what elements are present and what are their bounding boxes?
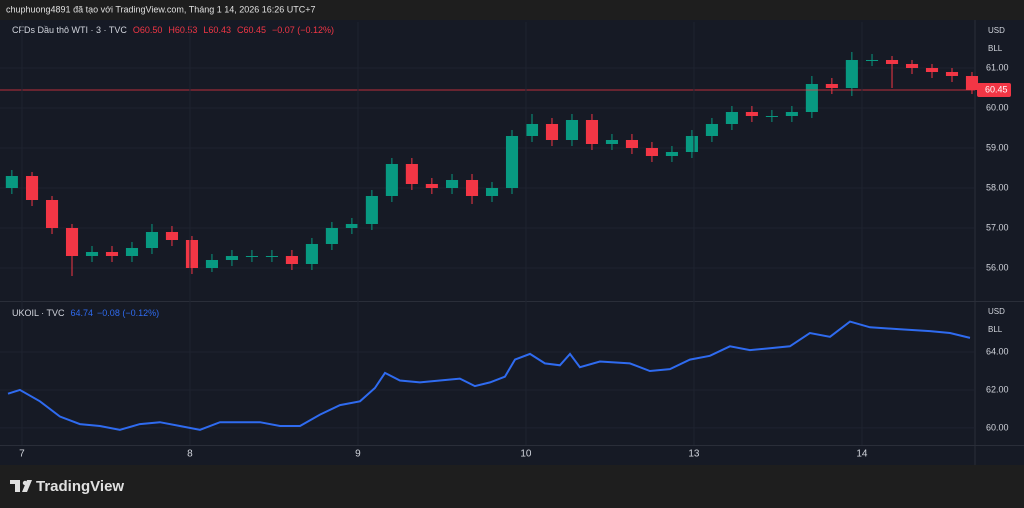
candle-body — [125, 248, 139, 256]
candle-body — [5, 176, 18, 188]
candle-body — [185, 240, 199, 268]
candle-body — [385, 164, 398, 196]
change-label: −0.08 (−0.12%) — [97, 308, 159, 318]
y-tick-label: 60.00 — [986, 102, 1009, 112]
candle-body — [585, 120, 599, 144]
candle-body — [645, 148, 658, 156]
candle-body — [465, 180, 479, 196]
candle-body — [525, 124, 539, 136]
candle-body — [505, 136, 519, 188]
candle-body — [785, 112, 798, 116]
candle-body — [25, 176, 39, 200]
x-tick-label: 14 — [856, 449, 868, 460]
candle-body — [925, 68, 939, 72]
candle-body — [545, 124, 559, 140]
candle-body — [285, 256, 298, 264]
y-tick-label: 60.00 — [986, 422, 1009, 432]
last-price-badge — [977, 83, 1011, 97]
candle-body — [805, 84, 818, 112]
x-tick-label: 7 — [19, 449, 25, 460]
candle-body — [625, 140, 638, 148]
legend-symbol: UKOIL · TVC — [12, 308, 65, 318]
y-tick-label: 56.00 — [986, 262, 1009, 272]
legend: UKOIL · TVC 64.74 −0.08 (−0.12%) — [12, 308, 159, 318]
currency-label: USD — [988, 26, 1005, 35]
candle-body — [565, 120, 579, 140]
y-tick-label: 61.00 — [986, 62, 1009, 72]
line-series — [7, 320, 971, 431]
change-label: −0.07 (−0.12%) — [272, 25, 334, 35]
header: chuphuong4891 đã tạo với TradingView.com… — [6, 4, 316, 14]
candle-body — [45, 200, 59, 228]
x-tick-label: 13 — [688, 449, 700, 460]
candle-body — [885, 60, 899, 64]
candle-body — [685, 136, 698, 152]
last-value-label: 64.74 — [71, 308, 94, 318]
candle-body — [65, 228, 79, 256]
y-tick-label: 62.00 — [986, 384, 1009, 394]
chart-area — [0, 20, 1024, 465]
candle-body — [945, 72, 959, 76]
x-tick-label: 8 — [187, 449, 193, 460]
candle-body — [605, 140, 619, 144]
plots: 56.00 57.00 58.00 59.00 60.00 61.00 USD BLL 60.4… — [0, 22, 1011, 460]
candle-body — [905, 64, 919, 68]
x-tick-label: 10 — [520, 449, 532, 460]
currency-label: BLL — [988, 44, 1003, 53]
candle-body — [865, 60, 879, 61]
candle-body — [845, 60, 858, 88]
y-tick-label: 58.00 — [986, 182, 1009, 192]
candle-body — [205, 260, 218, 268]
candle-body — [485, 188, 499, 196]
logo: TradingView — [10, 478, 124, 495]
candle-body — [425, 184, 438, 188]
candle-body — [165, 232, 179, 240]
candle-body — [665, 152, 678, 156]
candle-body — [225, 256, 238, 260]
y-tick-label: 64.00 — [986, 346, 1009, 356]
candle-body — [705, 124, 718, 136]
candle-body — [265, 256, 278, 257]
candle-body — [725, 112, 738, 124]
candle-body — [345, 224, 358, 228]
currency-label: BLL — [988, 325, 1003, 334]
logo-dot — [22, 480, 28, 486]
candle-body — [145, 232, 159, 248]
candle-body — [305, 244, 318, 264]
candle-body — [245, 256, 258, 257]
legend-symbol: CFDs Dầu thô WTI · 3 · TVC — [12, 25, 127, 35]
last-price-label: 60.45 — [985, 84, 1008, 94]
candle-body — [365, 196, 378, 224]
x-tick-label: 9 — [355, 449, 361, 460]
logo-text: TradingView — [36, 478, 124, 495]
ohlc-label: C60.45 — [237, 25, 266, 35]
ohlc-label: L60.43 — [203, 25, 231, 35]
candle-body — [85, 252, 99, 256]
y-tick-label: 59.00 — [986, 142, 1009, 152]
candle-body — [105, 252, 119, 256]
legend: CFDs Dầu thô WTI · 3 · TVC O60.50 H60.53 L6… — [12, 25, 334, 35]
candle-body — [445, 180, 459, 188]
candle-body — [325, 228, 338, 244]
candle-body — [405, 164, 418, 184]
currency-label: USD — [988, 307, 1005, 316]
candle-body — [765, 116, 778, 117]
ohlc-label: H60.53 — [168, 25, 197, 35]
candle-body — [825, 84, 838, 88]
y-tick-label: 57.00 — [986, 222, 1009, 232]
ohlc-label: O60.50 — [133, 25, 163, 35]
candle-body — [965, 76, 979, 90]
candle-body — [745, 112, 758, 116]
